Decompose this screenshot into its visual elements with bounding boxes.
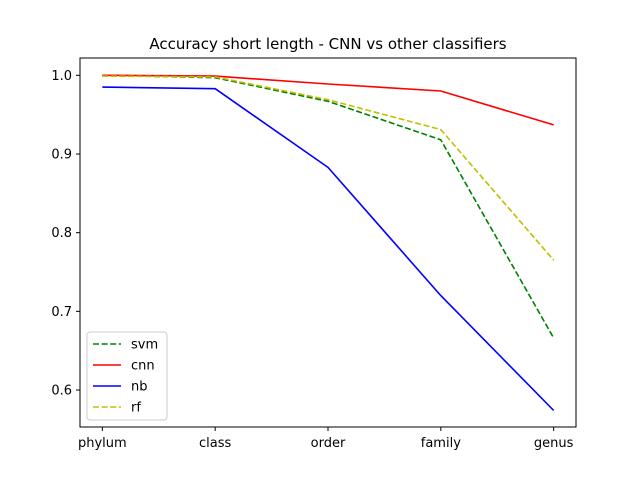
y-tick-label: 1.0 [51,69,72,84]
series-line-nb [102,86,555,412]
series-line-rf [102,75,555,261]
series-line-svm [102,74,555,339]
legend-label-cnn: cnn [131,359,155,374]
legend-label-svm: svm [131,338,158,353]
legend-box [86,331,168,421]
legend-label-nb: nb [131,380,148,395]
y-tick-label: 0.8 [51,226,72,241]
plot-area: phylum class order family genus 0.6 0.7 0.8 0.9 1… [51,57,577,451]
series-line-cnn [102,74,554,126]
legend-label-rf: rf [131,401,141,416]
x-tick-label: order [311,436,346,451]
x-tick-label: genus [534,436,574,451]
y-tick-label: 0.7 [51,305,72,320]
chart-title: Accuracy short length - CNN vs other cla… [149,35,506,53]
x-tick-label: phylum [78,436,127,451]
x-tick-label: class [199,436,231,451]
y-tick-label: 0.6 [51,384,72,399]
x-tick-label: family [421,436,461,451]
y-tick-label: 0.9 [51,147,72,162]
